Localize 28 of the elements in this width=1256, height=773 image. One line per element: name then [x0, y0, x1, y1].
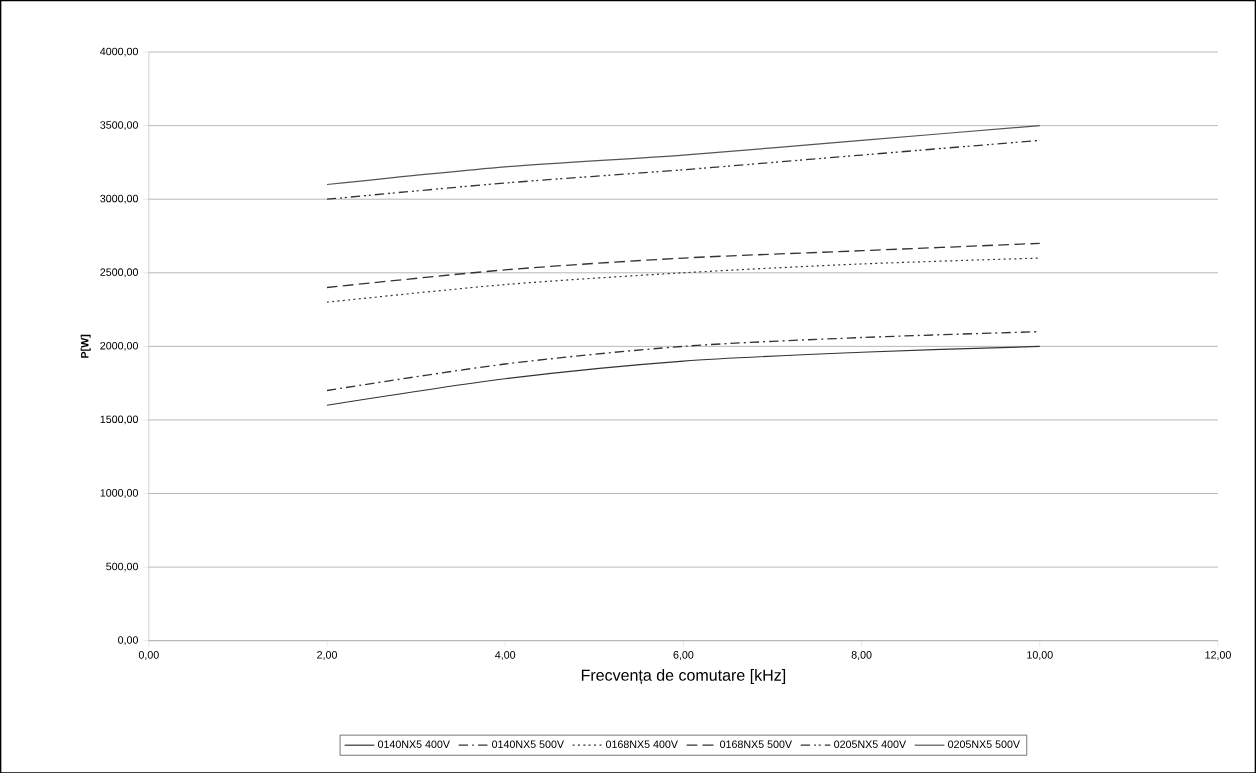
x-tick-label: 12,00: [1205, 650, 1231, 660]
x-tick-label: 4,00: [495, 650, 516, 660]
y-tick-label: 2000,00: [100, 341, 138, 351]
legend-label: 0205NX5 500V: [948, 740, 1020, 748]
line-series: [326, 242, 1041, 288]
y-tick-label: 4000,00: [100, 47, 138, 57]
y-tick-label: 2500,00: [100, 268, 138, 277]
x-tick-label: 2,00: [317, 650, 337, 660]
y-tick-label: 3000,00: [100, 194, 138, 204]
x-tick-label: 10,00: [1027, 650, 1053, 660]
y-tick-label: 500,00: [106, 562, 138, 572]
y-tick-label: 1000,00: [100, 488, 138, 498]
legend-label: 0140NX5 400V: [377, 740, 450, 748]
y-tick-label: 3500,00: [100, 120, 138, 130]
legend-label: 0168NX5 500V: [720, 740, 792, 748]
y-axis-title: P[W]: [80, 334, 91, 358]
line-series: [326, 124, 1041, 185]
legend-label: 0168NX5 400V: [605, 740, 678, 748]
x-tick-label: 8,00: [851, 650, 872, 660]
line-series: [326, 345, 1041, 406]
x-tick-label: 6,00: [673, 650, 694, 660]
legend-label: 0205NX5 400V: [834, 740, 907, 748]
y-tick-label: 1500,00: [100, 415, 138, 425]
legend-label: 0140NX5 500V: [492, 740, 564, 748]
y-tick-label: 0,00: [118, 636, 138, 645]
x-axis-title: Frecvența de comutare [kHz]: [581, 668, 786, 684]
x-tick-label: 0,00: [138, 650, 159, 660]
line-series: [326, 257, 1041, 303]
